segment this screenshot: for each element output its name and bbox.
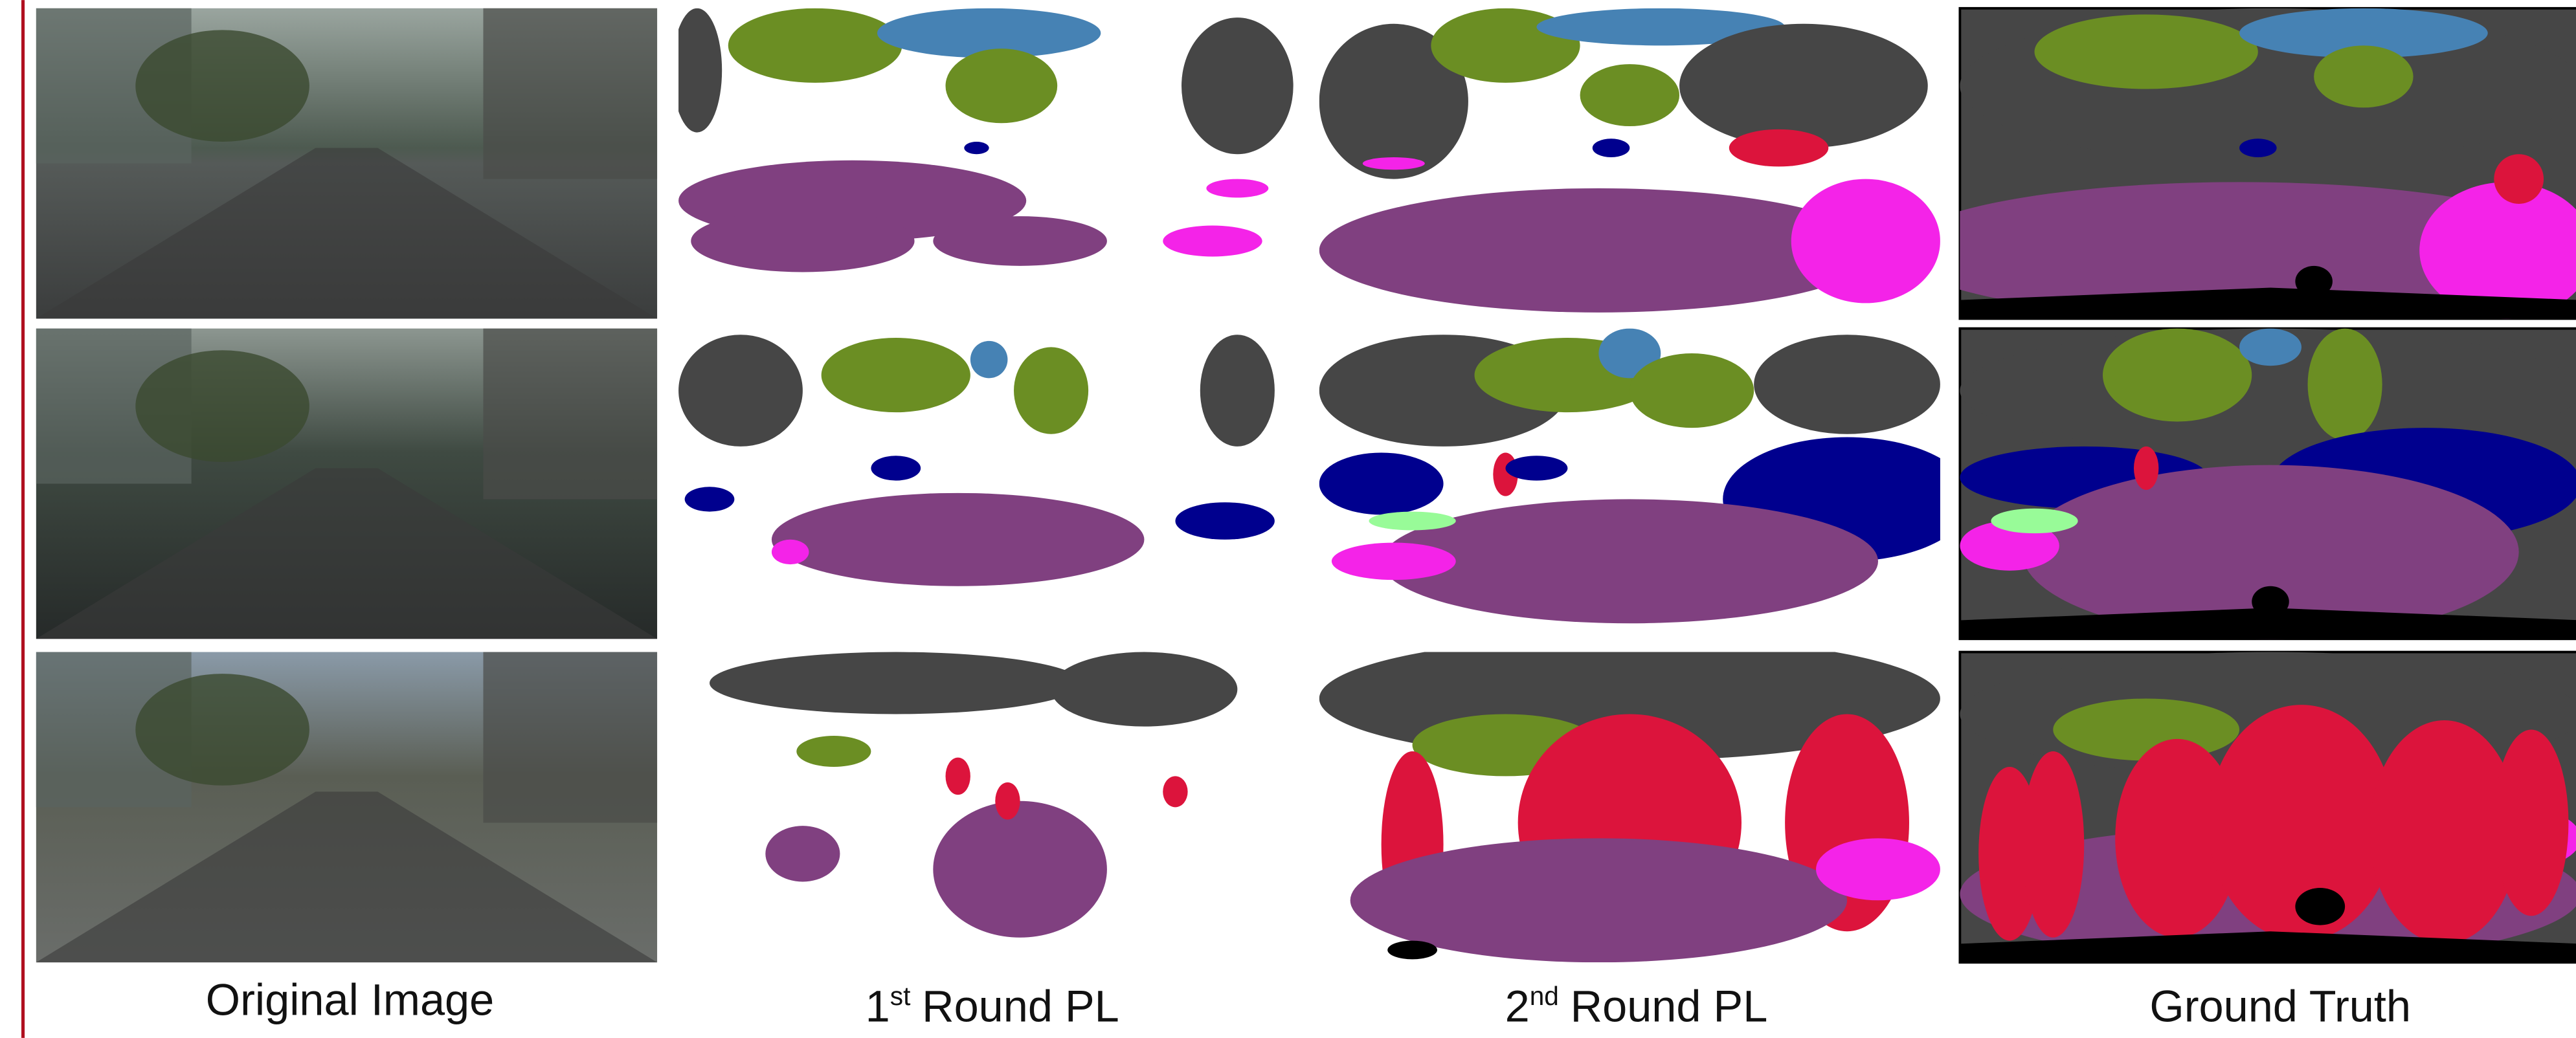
segment <box>933 801 1107 938</box>
segment <box>765 826 840 881</box>
caption-superscript: st <box>890 981 911 1011</box>
image-cell <box>678 652 1299 963</box>
segment <box>1729 129 1828 167</box>
column-captions: Original Image 1st Round PL 2nd Round PL G… <box>206 975 2411 1031</box>
segment <box>1505 456 1567 480</box>
segment <box>1163 226 1262 257</box>
photo-trees <box>135 674 309 786</box>
segment <box>1593 138 1630 157</box>
segment <box>1991 509 2078 533</box>
segment <box>946 758 970 795</box>
segment <box>995 782 1020 820</box>
photo-buildings <box>483 8 657 179</box>
caption-text: Round PL <box>1571 982 1768 1032</box>
segment <box>1816 838 1940 900</box>
caption-text: Round PL <box>922 982 1119 1032</box>
segmentation <box>1960 329 2576 639</box>
image-cell <box>672 8 1299 319</box>
image-cell <box>36 329 657 639</box>
image-cell <box>1319 329 1971 639</box>
image-cell <box>36 8 657 319</box>
segment <box>1369 512 1455 531</box>
image-cell <box>1319 637 1940 963</box>
figure: Original Image 1st Round PL 2nd Round PL G… <box>0 0 2576 1038</box>
segment <box>728 8 902 83</box>
segment <box>1363 157 1425 170</box>
image-cell <box>1319 8 1940 319</box>
segment <box>946 49 1058 123</box>
segment <box>2494 729 2568 916</box>
segment <box>964 142 989 154</box>
segment <box>1319 452 1444 514</box>
segment <box>2134 447 2158 490</box>
caption-number: 1 <box>866 982 890 1032</box>
segment <box>772 540 809 564</box>
segment <box>1206 179 1268 198</box>
segment <box>1175 502 1274 540</box>
photo-buildings <box>483 329 657 500</box>
segment <box>710 652 1082 714</box>
segment <box>1630 353 1754 428</box>
caption: 1st Round PL <box>866 981 1119 1031</box>
segment <box>2239 329 2302 366</box>
segment <box>1791 179 1940 304</box>
segment <box>1051 652 1238 727</box>
segment <box>672 8 722 133</box>
photo-trees <box>135 30 309 142</box>
segment <box>1332 543 1456 580</box>
segment <box>1200 335 1275 447</box>
segment <box>1163 776 1187 807</box>
image-cell <box>1960 329 2576 639</box>
segment <box>822 338 970 412</box>
segmentation <box>1319 637 1940 963</box>
segment <box>2103 329 2252 422</box>
segment <box>2314 45 2413 107</box>
segment <box>970 341 1008 379</box>
image-cell <box>1898 8 2576 319</box>
segment <box>2295 888 2345 925</box>
segment <box>1580 64 1679 126</box>
segment <box>678 335 803 447</box>
segment <box>796 736 871 767</box>
caption: 2nd Round PL <box>1505 981 1768 1031</box>
photo-buildings <box>483 652 657 823</box>
segment <box>2022 751 2084 938</box>
segment <box>772 493 1145 586</box>
caption-superscript: nd <box>1530 981 1559 1011</box>
segmentation <box>1960 652 2576 963</box>
caption: Ground Truth <box>2149 982 2411 1032</box>
segment <box>2308 329 2382 441</box>
page: Original Image 1st Round PL 2nd Round PL G… <box>0 0 2576 1038</box>
segment <box>1182 17 1294 154</box>
segment <box>1679 24 1928 148</box>
caption: Original Image <box>206 975 494 1024</box>
segment <box>871 456 921 480</box>
segment <box>691 210 914 272</box>
segment <box>685 487 735 511</box>
segment <box>1387 941 1437 960</box>
image-cell <box>1960 652 2576 963</box>
segment <box>1014 347 1088 434</box>
image-grid <box>36 8 2576 962</box>
segment <box>2034 14 2257 89</box>
image-cell <box>36 652 657 963</box>
photo-trees <box>135 350 309 462</box>
segment <box>933 216 1107 266</box>
segment <box>1754 335 1940 434</box>
segment <box>2239 138 2277 157</box>
caption-number: 2 <box>1505 982 1530 1032</box>
segment <box>2494 154 2544 204</box>
segment <box>2053 698 2239 760</box>
image-cell <box>678 329 1299 639</box>
